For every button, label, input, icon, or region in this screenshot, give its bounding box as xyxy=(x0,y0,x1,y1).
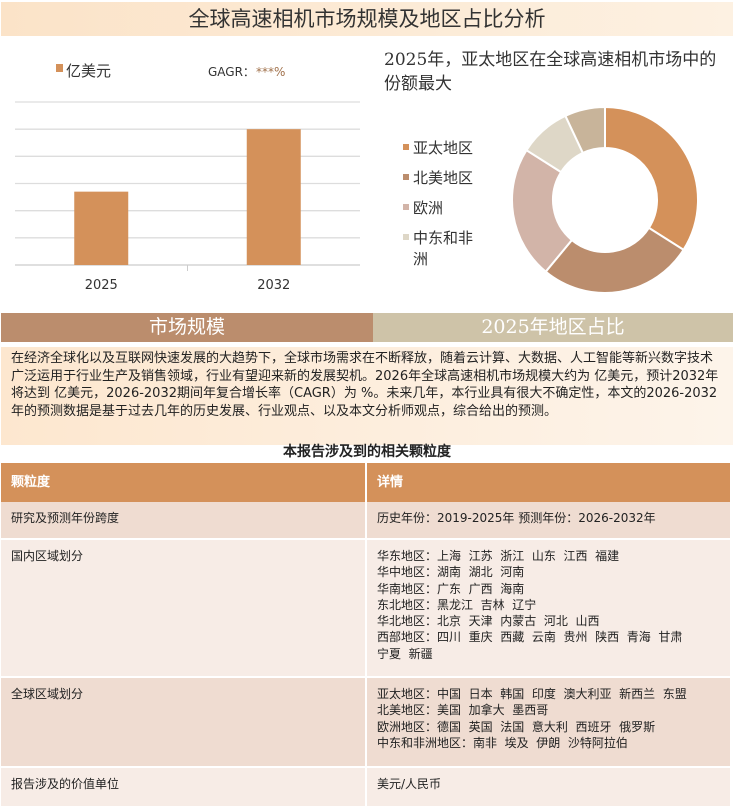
detail-line: 历史年份：2019-2025年 预测年份：2026-2032年 xyxy=(377,511,656,525)
legend-label: 亚太地区 xyxy=(413,139,474,157)
legend-swatch xyxy=(403,144,409,150)
section-market-size: 市场规模 xyxy=(1,313,373,342)
pie-subtitle: 2025年，亚太地区在全球高速相机市场中的份额最大 xyxy=(384,50,717,94)
donut-slice-1 xyxy=(604,105,699,252)
legend-item: 北美地区 xyxy=(403,167,483,197)
header-granularity: 颗粒度 xyxy=(1,463,367,502)
table-title: 本报告涉及到的相关颗粒度 xyxy=(283,444,451,460)
detail-line: 华北地区：北京 天津 内蒙古 河北 山西 xyxy=(377,614,600,629)
header-details: 详情 xyxy=(366,463,732,502)
details-cell: 亚太地区：中国 日本 韩国 印度 澳大利亚 新西兰 东盟 北美地区：美国 加拿大 … xyxy=(366,677,732,768)
legend-swatch xyxy=(403,234,409,240)
cagr-value: ***% xyxy=(256,65,285,79)
granularity-cell: 国内区域划分 xyxy=(1,539,367,678)
section-region-share: 2025年地区占比 xyxy=(373,313,733,342)
description-text: 在经济全球化以及互联网快速发展的大趋势下，全球市场需求在不断释放，随着云计算、大… xyxy=(1,347,733,445)
table-row: 国内区域划分 华东地区：上海 江苏 浙江 山东 江西 福建 华中地区：湖南 湖北 河… xyxy=(1,539,732,678)
detail-line: 华中地区：湖南 湖北 河南 xyxy=(377,565,525,580)
x-tick-label: 2032 xyxy=(257,278,290,293)
detail-line: 欧洲地区：德国 英国 法国 意大利 西班牙 俄罗斯 xyxy=(377,719,656,734)
detail-line: 华南地区：广东 广西 海南 xyxy=(377,581,525,596)
table-row: 报告涉及的价值单位 美元/人民币 xyxy=(1,767,732,808)
granularity-table: 颗粒度 详情 研究及预测年份跨度 历史年份：2019-2025年 预测年份：202… xyxy=(1,463,732,808)
detail-line: 西部地区：四川 重庆 西藏 云南 贵州 陕西 青海 甘肃 xyxy=(377,630,683,645)
bar-2032 xyxy=(246,129,301,265)
detail-line: 亚太地区：中国 日本 韩国 印度 澳大利亚 新西兰 东盟 xyxy=(377,687,687,701)
legend-swatch xyxy=(56,64,63,72)
donut-chart xyxy=(511,105,699,294)
detail-line: 中东和非洲地区：南非 埃及 伊朗 沙特阿拉伯 xyxy=(377,735,628,750)
detail-line: 北美地区：美国 加拿大 墨西哥 xyxy=(377,703,549,718)
details-cell: 历史年份：2019-2025年 预测年份：2026-2032年 xyxy=(366,502,732,540)
x-tick-label: 2025 xyxy=(85,278,118,293)
pie-legend: 亚太地区北美地区欧洲中东和非洲 xyxy=(403,137,483,268)
details-cell: 美元/人民币 xyxy=(366,767,732,808)
legend-item: 中东和非洲 xyxy=(403,227,483,268)
granularity-cell: 全球区域划分 xyxy=(1,677,367,768)
cagr-label: GAGR： xyxy=(208,65,255,79)
legend-label: 北美地区 xyxy=(413,169,474,187)
detail-line: 宁夏 新疆 xyxy=(377,646,433,661)
donut-slice-5 xyxy=(564,105,607,155)
table-row: 全球区域划分 亚太地区：中国 日本 韩国 印度 澳大利亚 新西兰 东盟 北美地区：美… xyxy=(1,677,732,768)
details-cell: 华东地区：上海 江苏 浙江 山东 江西 福建 华中地区：湖南 湖北 河南 华南地区：… xyxy=(366,539,732,678)
detail-line: 东北地区：黑龙江 吉林 辽宁 xyxy=(377,597,537,612)
detail-line: 美元/人民币 xyxy=(377,777,442,791)
donut-slice-2 xyxy=(544,226,685,294)
legend-item: 欧洲 xyxy=(403,197,483,227)
detail-line: 华东地区：上海 江苏 浙江 山东 江西 福建 xyxy=(377,549,620,563)
granularity-cell: 研究及预测年份跨度 xyxy=(1,502,367,540)
table-row: 研究及预测年份跨度 历史年份：2019-2025年 预测年份：2026-2032年 xyxy=(1,502,732,540)
bar-chart: 亿美元 GAGR： ***% 2025 2032 xyxy=(15,62,360,293)
page-title: 全球高速相机市场规模及地区占比分析 xyxy=(1,2,733,36)
legend-label: 中东和非洲 xyxy=(413,229,474,268)
bar-2025 xyxy=(74,191,129,265)
legend-label: 欧洲 xyxy=(413,199,444,217)
granularity-cell: 报告涉及的价值单位 xyxy=(1,767,367,808)
legend-swatch xyxy=(403,204,409,210)
legend-item: 亚太地区 xyxy=(403,137,483,167)
legend-swatch xyxy=(403,174,409,180)
legend-label: 亿美元 xyxy=(66,62,111,80)
